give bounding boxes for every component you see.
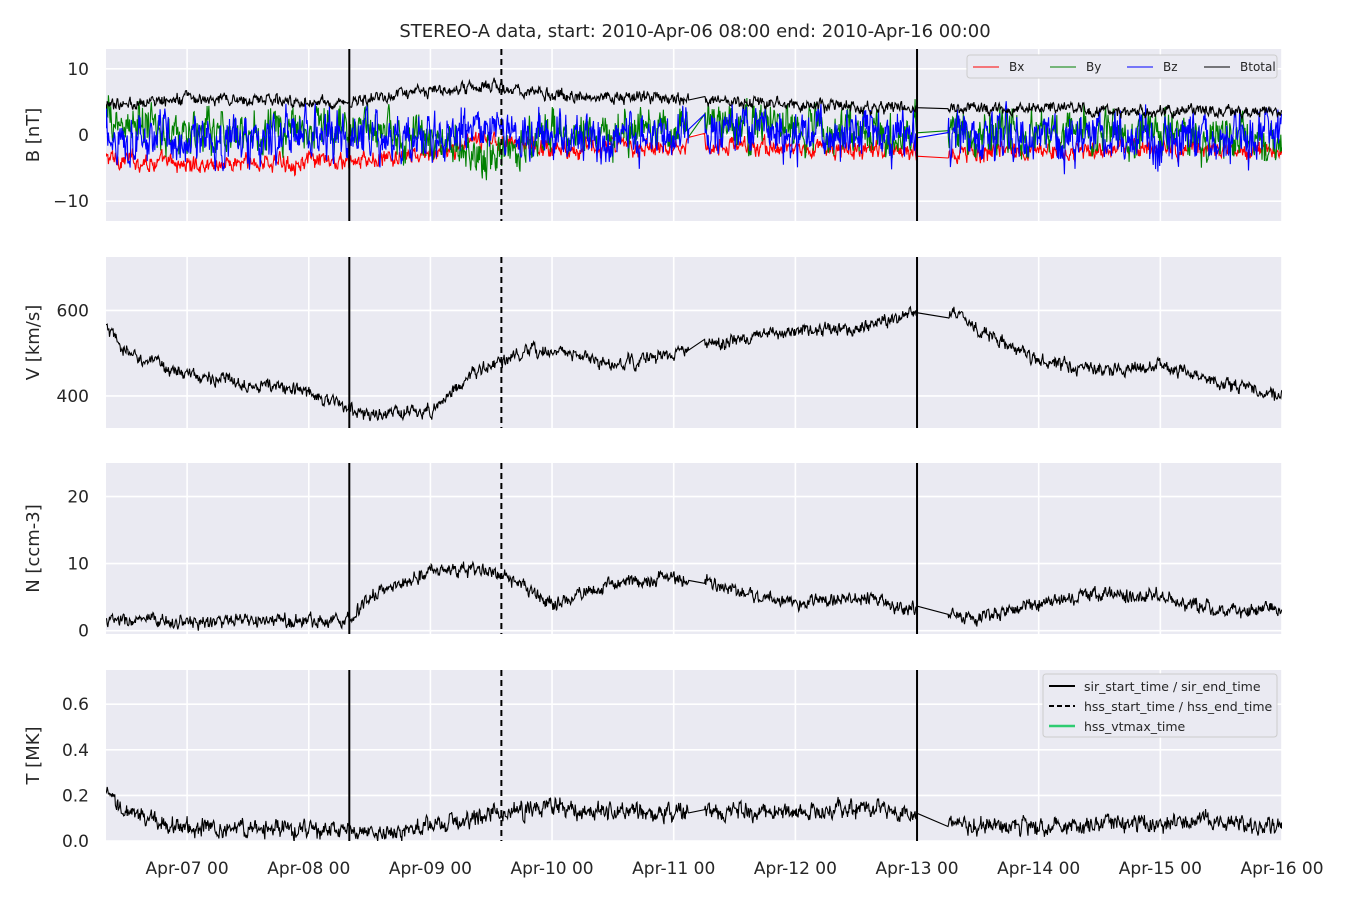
panel-1: −10 0 10 B [nT] Bx By Bz Btotal <box>23 49 1283 221</box>
legend-label: hss_start_time / hss_end_time <box>1084 699 1273 714</box>
plot-area <box>106 463 1282 634</box>
y-tick-label: 0.4 <box>62 741 89 761</box>
y-tick-label: 0.0 <box>62 832 89 852</box>
y-axis-label: V [km/s] <box>23 305 44 380</box>
legend-label: By <box>1086 60 1101 74</box>
y-tick-label: 10 <box>67 555 89 575</box>
y-tick-label: 400 <box>57 387 89 407</box>
y-axis-label: T [MK] <box>23 726 44 785</box>
panel-4: 0.0 0.2 0.4 0.6 T [MK] sir_start_time / sir_e… <box>23 670 1324 879</box>
legend-events: sir_start_time / sir_end_time hss_start_t… <box>1042 673 1278 738</box>
y-tick-label: 0.6 <box>62 695 89 715</box>
series-line-data <box>106 786 1282 841</box>
x-tick-label: Apr-13 00 <box>875 859 958 879</box>
y-tick-label: 0 <box>78 622 89 642</box>
legend-label: hss_vtmax_time <box>1084 719 1186 734</box>
x-tick-label: Apr-07 00 <box>146 859 229 879</box>
x-tick-label: Apr-09 00 <box>389 859 472 879</box>
series-line-data <box>106 305 1282 422</box>
series-line-btotal <box>106 77 1282 121</box>
x-tick-label: Apr-12 00 <box>754 859 837 879</box>
y-tick-label: 10 <box>67 60 89 80</box>
series-line-bz <box>106 101 1282 175</box>
series-group <box>106 560 1282 631</box>
x-tick-label: Apr-15 00 <box>1119 859 1202 879</box>
legend-label: Bx <box>1009 60 1024 74</box>
y-axis-label: B [nT] <box>23 108 44 163</box>
legend-label: sir_start_time / sir_end_time <box>1084 679 1261 694</box>
legend-box <box>1042 673 1278 738</box>
panel-2: 400 600 V [km/s] <box>23 257 1283 428</box>
legend-label: Btotal <box>1240 60 1276 74</box>
x-tick-label: Apr-16 00 <box>1240 859 1323 879</box>
y-axis-label: N [ccm-3] <box>23 504 44 593</box>
x-tick-label: Apr-11 00 <box>632 859 715 879</box>
series-line-data <box>106 560 1282 631</box>
chart-title: STEREO-A data, start: 2010-Apr-06 08:00 … <box>399 21 990 42</box>
legend-box <box>966 54 1278 79</box>
y-tick-label: −10 <box>53 192 89 212</box>
legend-label: Bz <box>1163 60 1178 74</box>
legend-b: Bx By Bz Btotal <box>966 54 1278 79</box>
y-tick-label: 0 <box>78 126 89 146</box>
plot-area <box>106 257 1282 428</box>
y-tick-label: 20 <box>67 488 89 508</box>
panel-3: 0 10 20 N [ccm-3] <box>23 463 1283 642</box>
series-group <box>106 786 1282 841</box>
x-tick-label: Apr-08 00 <box>267 859 350 879</box>
panels: −10 0 10 B [nT] Bx By Bz Btotal 400 600 V [km/s] 0 1… <box>23 49 1324 879</box>
x-tick-label: Apr-10 00 <box>511 859 594 879</box>
series-group <box>106 305 1282 422</box>
y-tick-label: 0.2 <box>62 786 89 806</box>
series-group <box>106 77 1282 181</box>
x-tick-label: Apr-14 00 <box>997 859 1080 879</box>
y-tick-label: 600 <box>57 301 89 321</box>
